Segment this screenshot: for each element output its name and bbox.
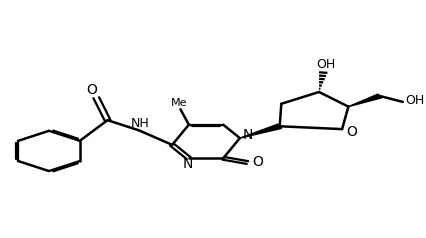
Text: NH: NH [131, 117, 150, 130]
Text: N: N [183, 157, 193, 171]
Text: Me: Me [171, 98, 187, 108]
Text: O: O [86, 83, 97, 97]
Text: OH: OH [405, 94, 424, 107]
Polygon shape [240, 124, 282, 138]
Text: N: N [242, 128, 253, 142]
Polygon shape [348, 94, 382, 107]
Text: O: O [346, 125, 357, 139]
Text: OH: OH [316, 58, 335, 71]
Text: O: O [253, 155, 263, 169]
